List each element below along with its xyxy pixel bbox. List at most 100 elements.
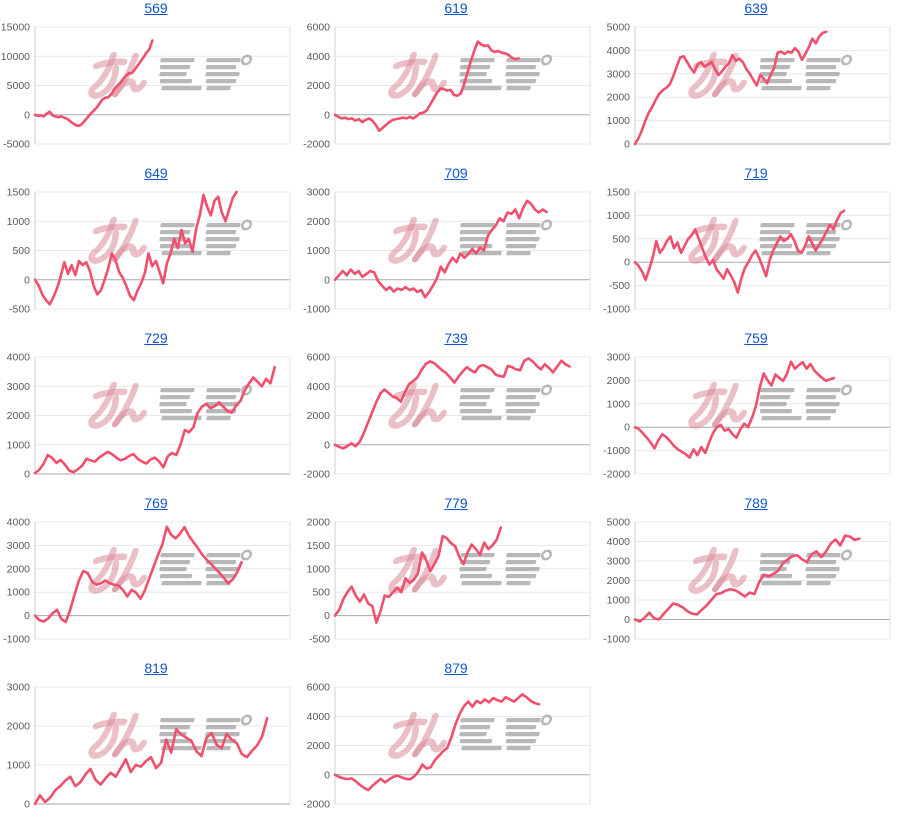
chart-title-row: 759	[600, 330, 900, 347]
y-axis-tick-label: 1500	[7, 187, 31, 199]
y-axis-tick-label: 500	[612, 233, 630, 245]
y-axis-tick-label: 1000	[607, 398, 631, 410]
y-axis-tick-label: 4000	[307, 711, 331, 723]
chart-title-link[interactable]: 649	[144, 165, 168, 181]
y-axis-tick-label: 0	[324, 109, 330, 121]
chart-area: 4000 3000 2000 1000 0 -1000	[0, 512, 300, 660]
chart-title-link[interactable]: 819	[144, 660, 168, 676]
chart-area: 3000 2000 1000 0 -1000	[300, 182, 600, 330]
y-axis-tick-label: 500	[312, 587, 330, 599]
chart-title-row: 649	[0, 165, 300, 182]
chart-cell: 759 3000 2000 1000 0 -1000 -2000	[600, 330, 900, 495]
chart-area: 3000 2000 1000 0	[0, 677, 300, 825]
y-axis-tick-label: 0	[24, 799, 30, 811]
y-axis-tick-label: 0	[624, 614, 630, 626]
y-axis-tick-label: 500	[12, 245, 30, 257]
y-axis-tick-label: -5000	[3, 139, 30, 151]
line-chart: 3000 2000 1000 0 -1000 -2000	[603, 352, 891, 481]
y-axis-tick-label: 3000	[7, 540, 31, 552]
chart-title-link[interactable]: 879	[444, 660, 468, 676]
y-axis-tick-label: -500	[609, 280, 630, 292]
chart-title-link[interactable]: 729	[144, 330, 168, 346]
chart-title-row: 569	[0, 0, 300, 17]
data-series-line	[333, 357, 571, 450]
chart-cell: 649 1500 1000 500 0 -500	[0, 165, 300, 330]
y-axis-tick-label: 4000	[607, 45, 631, 57]
y-axis-tick-label: 0	[324, 610, 330, 622]
chart-title-link[interactable]: 639	[744, 0, 768, 16]
y-axis-tick-label: 6000	[307, 352, 331, 364]
chart-title-link[interactable]: 619	[444, 0, 468, 16]
chart-area: 1500 1000 500 0 -500 -1000	[600, 182, 900, 330]
chart-area: 2000 1500 1000 500 0 -500	[300, 512, 600, 660]
y-axis-tick-label: 4000	[607, 536, 631, 548]
watermark-minrepo	[88, 381, 253, 429]
y-axis-tick-label: 4000	[307, 381, 331, 393]
line-chart: 1500 1000 500 0 -500	[7, 187, 291, 316]
data-series-line	[333, 526, 503, 624]
y-axis-tick-label: -1000	[603, 445, 630, 457]
chart-title-link[interactable]: 759	[744, 330, 768, 346]
y-axis-tick-label: 0	[24, 109, 30, 121]
y-axis-tick-label: 0	[324, 439, 330, 451]
chart-cell: 619 6000 4000 2000 0 -2000	[300, 0, 600, 165]
y-axis-tick-label: 0	[24, 274, 30, 286]
y-axis-tick-label: 4000	[7, 352, 31, 364]
chart-title-row: 769	[0, 495, 300, 512]
line-chart: 5000 4000 3000 2000 1000 0 -1000	[603, 517, 891, 646]
chart-title-link[interactable]: 739	[444, 330, 468, 346]
chart-title-link[interactable]: 769	[144, 495, 168, 511]
line-chart: 5000 4000 3000 2000 1000 0	[607, 22, 891, 151]
chart-title-row: 819	[0, 660, 300, 677]
chart-title-row: 739	[300, 330, 600, 347]
chart-cell: 769 4000 3000 2000 1000 0 -1000	[0, 495, 300, 660]
chart-title-row: 619	[300, 0, 600, 17]
y-axis-tick-label: 1000	[7, 760, 31, 772]
chart-title-link[interactable]: 569	[144, 0, 168, 16]
y-axis-tick-label: 0	[324, 274, 330, 286]
y-axis-tick-label: 3000	[607, 556, 631, 568]
y-axis-tick-label: 2000	[307, 517, 331, 529]
data-series-line	[33, 39, 154, 128]
watermark-minrepo	[388, 546, 553, 594]
y-axis-tick-label: 3000	[607, 68, 631, 80]
data-series-line	[333, 40, 520, 133]
chart-area: 1500 1000 500 0 -500	[0, 182, 300, 330]
y-axis-tick-label: 1000	[607, 210, 631, 222]
line-chart: 3000 2000 1000 0 -1000	[303, 187, 591, 316]
y-axis-tick-label: -1000	[603, 304, 630, 316]
data-series-line	[33, 716, 269, 806]
y-axis-tick-label: 1000	[607, 115, 631, 127]
watermark-minrepo	[88, 546, 253, 594]
y-axis-tick-label: 3000	[7, 682, 31, 694]
chart-cell: 819 3000 2000 1000 0	[0, 660, 300, 825]
chart-cell: 709 3000 2000 1000 0 -1000	[300, 165, 600, 330]
chart-cell: 639 5000 4000 3000 2000 1000 0	[600, 0, 900, 165]
y-axis-tick-label: 0	[24, 610, 30, 622]
chart-title-link[interactable]: 709	[444, 165, 468, 181]
y-axis-tick-label: -1000	[303, 304, 330, 316]
y-axis-tick-label: 2000	[307, 410, 331, 422]
y-axis-tick-label: 1000	[7, 216, 31, 228]
y-axis-tick-label: 1000	[307, 563, 331, 575]
y-axis-tick-label: 3000	[607, 352, 631, 364]
y-axis-tick-label: 2000	[607, 575, 631, 587]
data-series-line	[633, 30, 828, 146]
y-axis-tick-label: 1000	[7, 587, 31, 599]
y-axis-tick-label: 2000	[607, 375, 631, 387]
chart-area: 15000 10000 5000 0 -5000	[0, 17, 300, 165]
y-axis-tick-label: -1000	[3, 634, 30, 646]
chart-title-link[interactable]: 789	[744, 495, 768, 511]
chart-title-link[interactable]: 779	[444, 495, 468, 511]
data-series-line	[33, 190, 238, 306]
watermark-minrepo	[388, 216, 553, 264]
y-axis-tick-label: 4000	[7, 517, 31, 529]
data-series-line	[333, 199, 548, 299]
watermark-minrepo	[688, 546, 853, 594]
chart-title-link[interactable]: 719	[744, 165, 768, 181]
y-axis-tick-label: 2000	[7, 410, 31, 422]
y-axis-tick-label: 6000	[307, 22, 331, 34]
chart-area: 5000 4000 3000 2000 1000 0 -1000	[600, 512, 900, 660]
data-series-line	[33, 525, 243, 624]
